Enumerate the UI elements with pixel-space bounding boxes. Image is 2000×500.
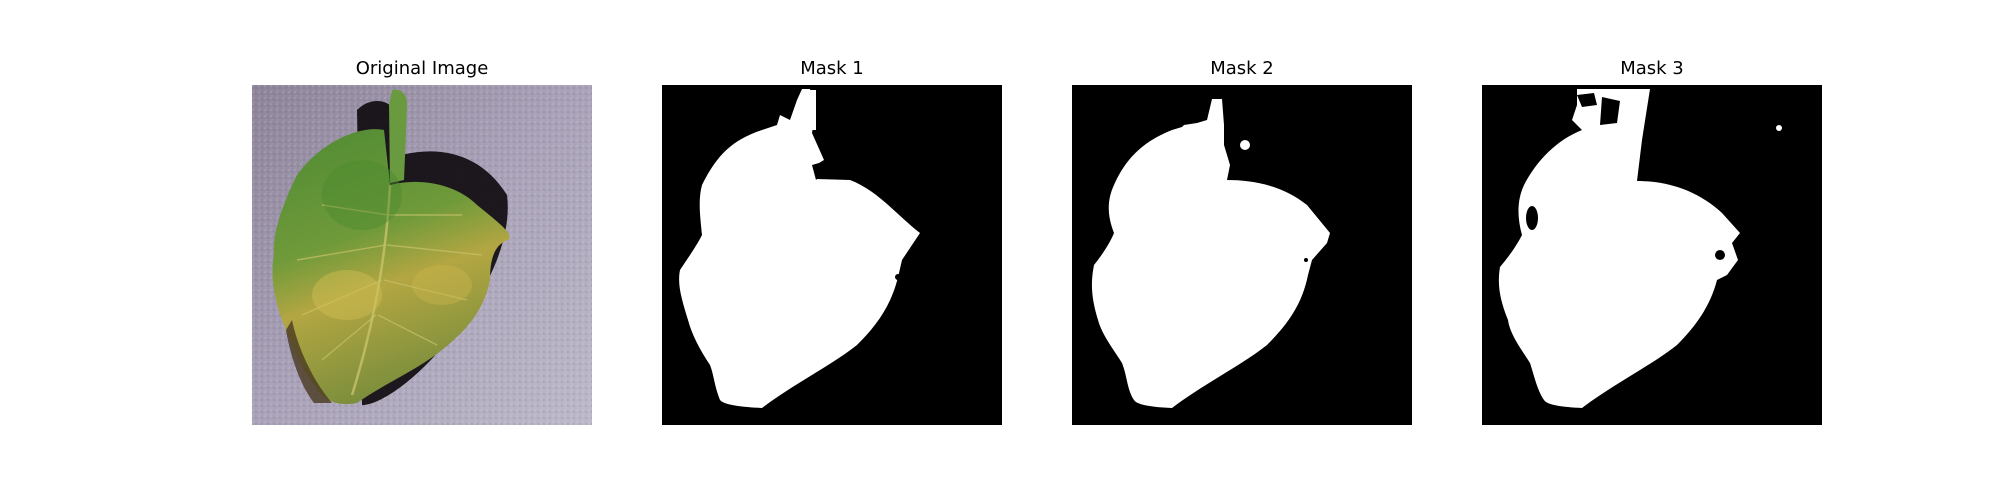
- panel-title: Mask 1: [800, 58, 864, 79]
- panel-title: Mask 3: [1620, 58, 1684, 79]
- panel-title: Original Image: [355, 58, 489, 79]
- mask-image: [1482, 85, 1822, 425]
- leaf-photo: [252, 85, 592, 425]
- mask-image: [1072, 85, 1412, 425]
- mask-image: [662, 85, 1002, 425]
- panel-title: Mask 2: [1210, 58, 1274, 79]
